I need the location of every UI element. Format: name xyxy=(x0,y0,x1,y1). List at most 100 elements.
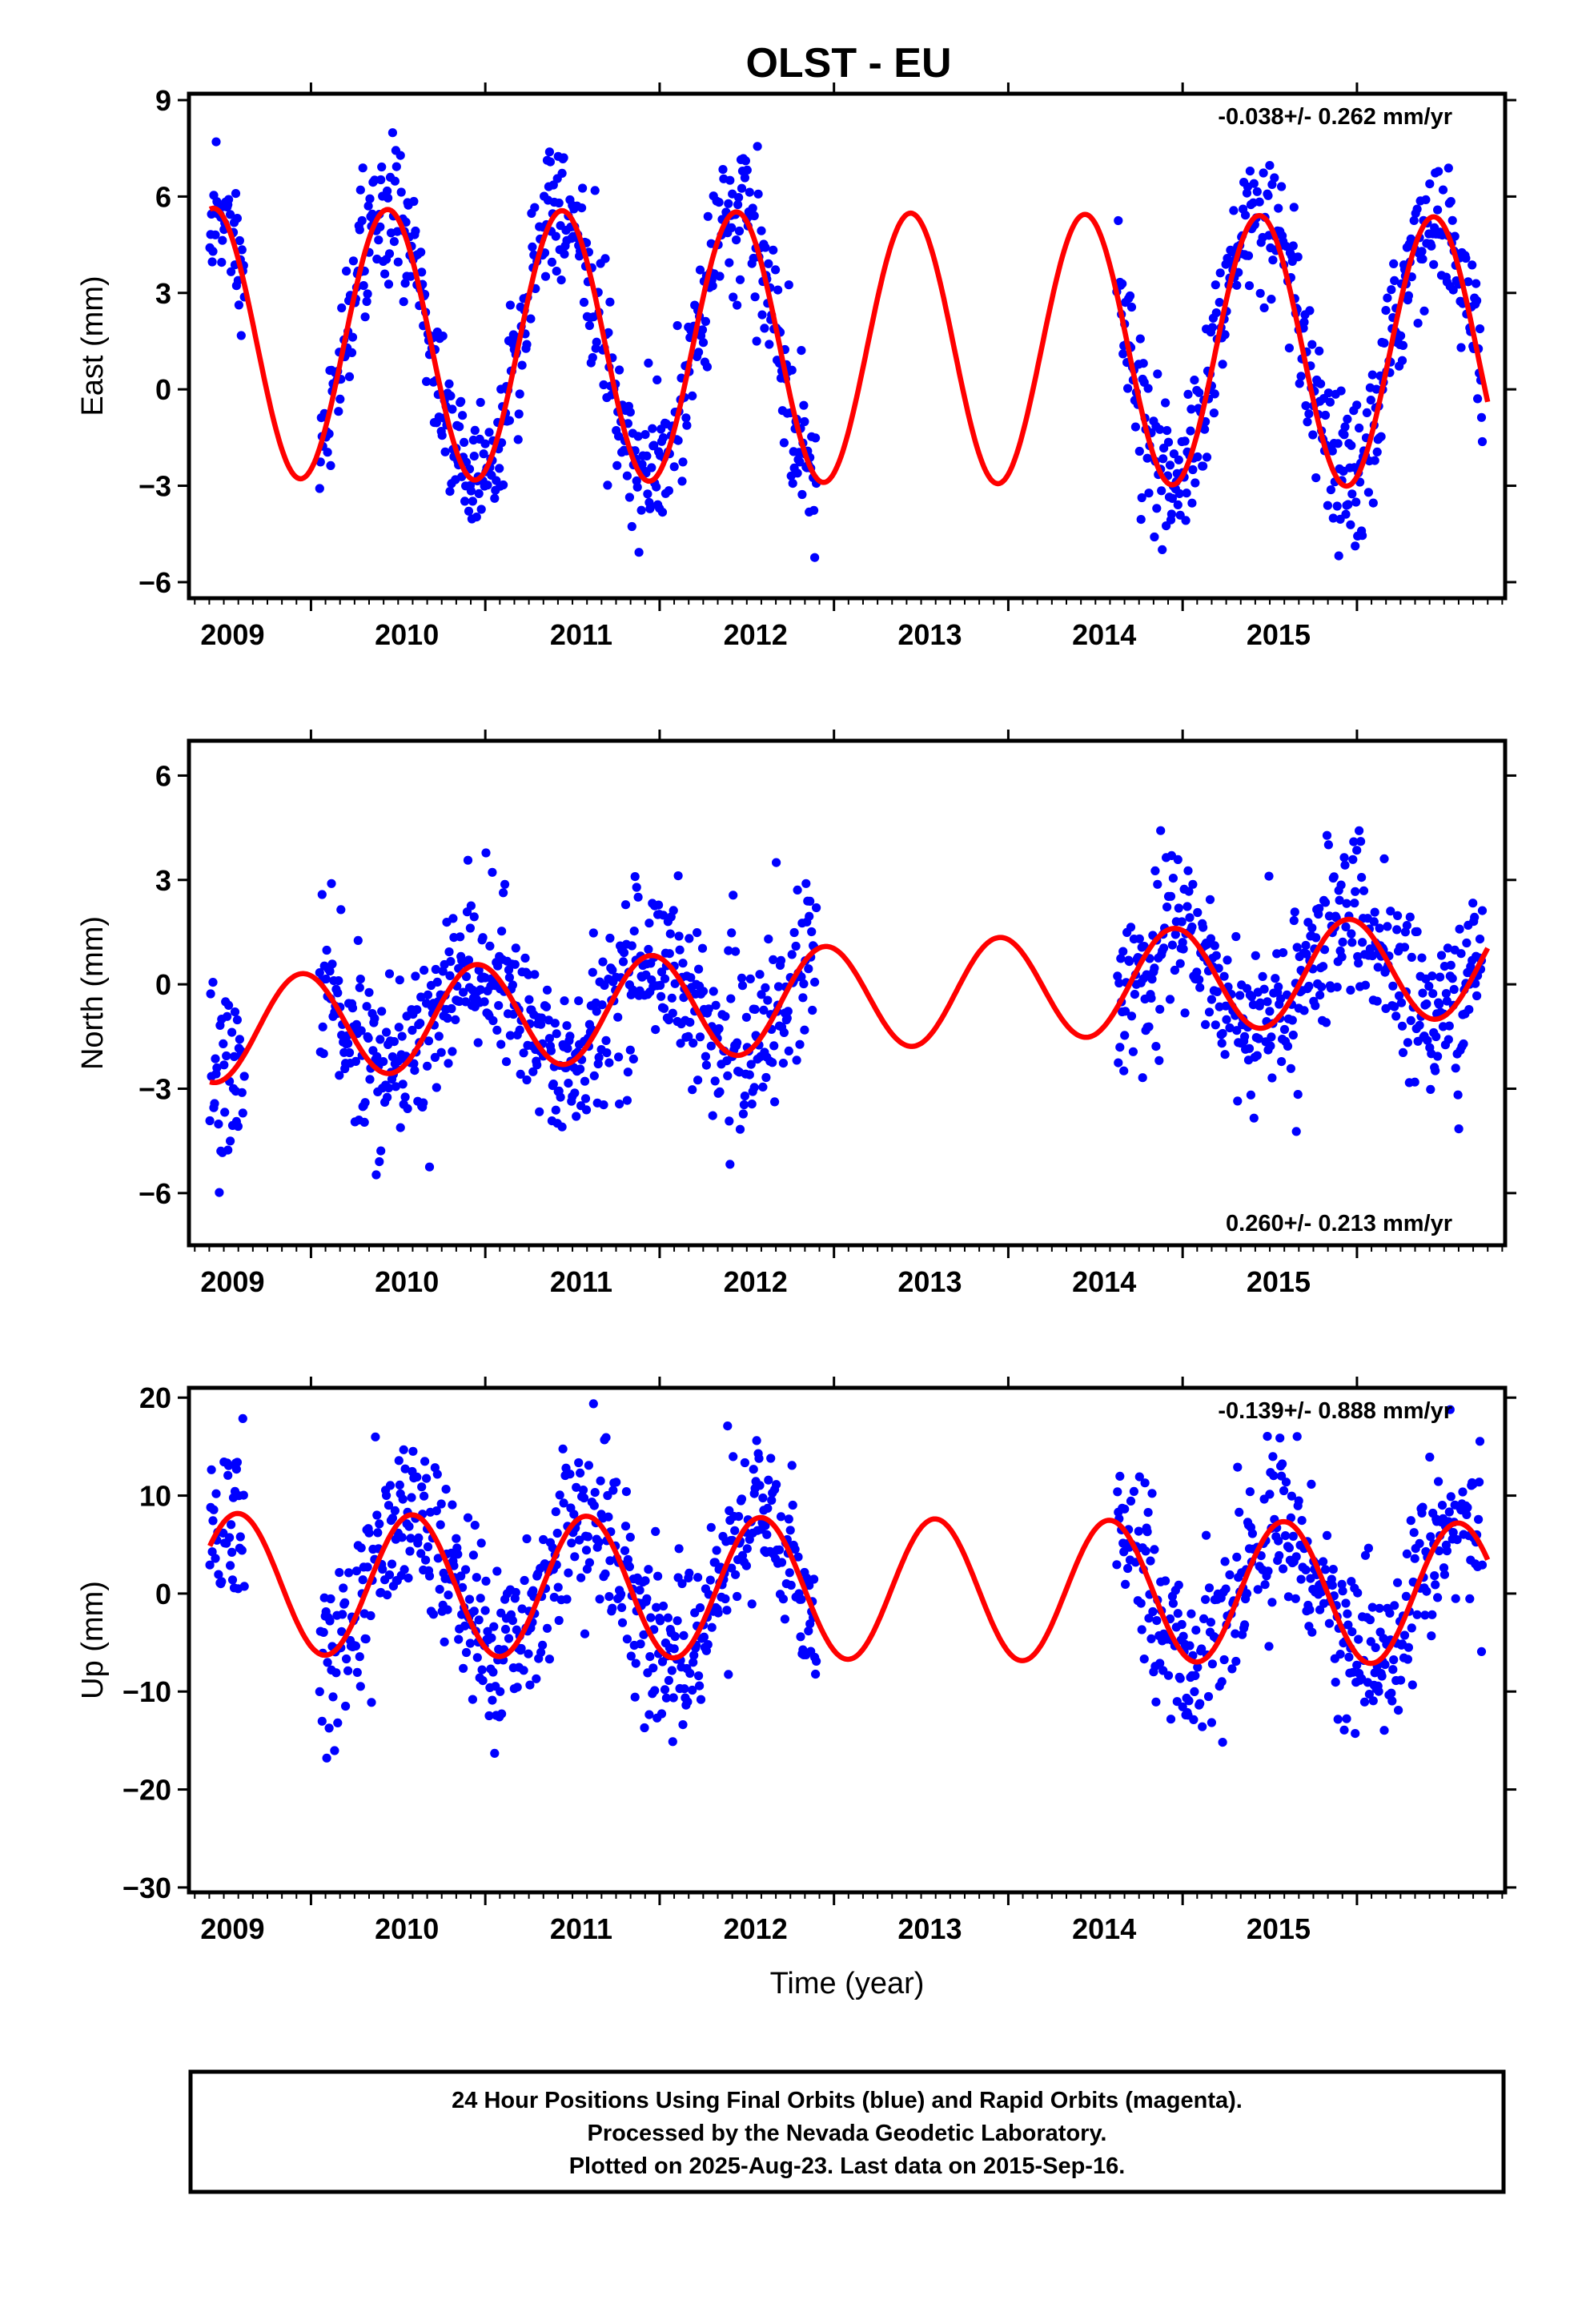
data-point xyxy=(1316,379,1326,388)
data-point xyxy=(759,1005,769,1015)
data-point xyxy=(1299,317,1309,327)
data-point xyxy=(323,448,332,457)
data-point xyxy=(1190,1687,1199,1696)
data-point xyxy=(326,460,335,471)
data-point xyxy=(644,358,653,368)
data-point xyxy=(1249,179,1259,188)
data-point xyxy=(1418,254,1427,264)
data-point xyxy=(1175,959,1185,968)
data-point xyxy=(1177,1619,1186,1630)
data-point xyxy=(572,1482,581,1492)
data-point xyxy=(604,1592,614,1602)
data-point xyxy=(445,971,455,980)
data-point xyxy=(1291,1594,1300,1603)
data-point xyxy=(1292,1432,1302,1441)
data-point xyxy=(745,974,755,983)
data-point xyxy=(1186,1609,1196,1618)
data-point xyxy=(1205,895,1215,904)
data-point xyxy=(1166,891,1176,901)
data-point xyxy=(455,996,464,1007)
data-point xyxy=(1335,895,1344,905)
data-point xyxy=(758,1082,768,1092)
data-point xyxy=(630,1692,640,1702)
data-point xyxy=(377,162,387,172)
data-point xyxy=(1180,436,1190,446)
data-point xyxy=(1461,253,1471,263)
data-point xyxy=(392,227,402,236)
data-point xyxy=(1387,1696,1397,1706)
data-point xyxy=(541,1002,552,1011)
data-point xyxy=(1155,1659,1165,1668)
data-point xyxy=(1370,907,1379,917)
data-point xyxy=(565,1470,575,1479)
data-point xyxy=(1231,1629,1240,1638)
data-point xyxy=(757,990,766,999)
data-point xyxy=(1184,887,1194,896)
data-point xyxy=(631,1659,640,1668)
data-point xyxy=(1409,1528,1419,1538)
data-point xyxy=(1412,927,1422,936)
data-point xyxy=(1152,504,1162,513)
data-point xyxy=(1232,280,1242,290)
data-point xyxy=(394,1023,404,1032)
data-point xyxy=(1187,922,1197,932)
data-point xyxy=(335,1568,344,1578)
data-point xyxy=(1437,1501,1447,1510)
data-point xyxy=(754,1454,764,1463)
data-point xyxy=(383,186,392,196)
data-point xyxy=(1125,291,1135,301)
data-point xyxy=(682,420,692,430)
data-point xyxy=(1360,1550,1371,1560)
data-point xyxy=(652,375,662,384)
data-point xyxy=(1115,1043,1125,1052)
data-point xyxy=(804,964,813,974)
data-point xyxy=(793,885,802,895)
data-point xyxy=(1371,1642,1380,1652)
data-point xyxy=(328,1692,338,1702)
data-point xyxy=(1121,1007,1130,1016)
data-point xyxy=(1340,422,1350,432)
data-point xyxy=(625,408,635,417)
panel-north: −6 −3 0 3 6 2009 2010 2011 2012 2013 2014 2015 North… xyxy=(76,730,1516,1298)
panel-up: −30 −20 −10 0 10 20 2009 2010 2011 2012 2013 2014 20… xyxy=(76,1377,1516,2000)
data-point xyxy=(1267,295,1276,304)
data-point xyxy=(1365,1615,1375,1625)
x-tick-label: 2013 xyxy=(897,618,962,651)
data-point xyxy=(335,394,345,404)
data-point xyxy=(725,1160,735,1169)
data-point xyxy=(640,430,650,440)
data-point xyxy=(334,407,343,416)
data-point xyxy=(1307,1479,1316,1489)
data-point xyxy=(476,985,485,995)
data-point xyxy=(1263,997,1272,1007)
data-point xyxy=(703,211,713,221)
data-point xyxy=(1163,437,1174,447)
data-point xyxy=(1311,1001,1320,1011)
data-point xyxy=(1477,436,1488,447)
data-point xyxy=(1343,1609,1352,1618)
data-point xyxy=(588,1399,598,1409)
data-point xyxy=(1138,359,1148,368)
data-point xyxy=(408,1025,417,1035)
data-point xyxy=(453,1550,463,1559)
data-point xyxy=(708,1111,717,1120)
data-point xyxy=(504,416,515,425)
data-point xyxy=(466,486,476,496)
data-point xyxy=(678,959,688,968)
data-point xyxy=(441,1485,451,1494)
data-point xyxy=(505,1031,516,1040)
data-point xyxy=(1207,323,1217,332)
data-point xyxy=(396,187,406,197)
data-point xyxy=(779,438,789,448)
data-point xyxy=(581,1546,592,1555)
data-point xyxy=(226,210,235,219)
data-point xyxy=(472,1653,482,1663)
data-point xyxy=(592,337,601,347)
data-point xyxy=(497,1709,507,1719)
data-point xyxy=(1399,1630,1410,1640)
data-point xyxy=(782,1013,792,1023)
data-point xyxy=(797,489,807,500)
data-point xyxy=(371,1170,381,1180)
data-point xyxy=(735,1124,745,1134)
data-point xyxy=(1258,971,1267,981)
